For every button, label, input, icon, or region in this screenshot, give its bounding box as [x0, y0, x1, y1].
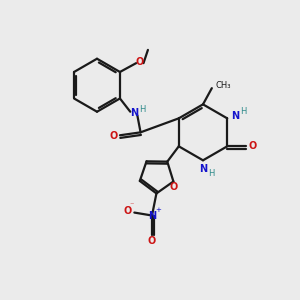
- Text: H: H: [208, 169, 214, 178]
- Text: N: N: [199, 164, 207, 173]
- Text: N: N: [148, 211, 156, 220]
- Text: ⁻: ⁻: [130, 201, 134, 210]
- Text: H: H: [140, 105, 146, 114]
- Text: +: +: [155, 207, 161, 213]
- Text: CH₃: CH₃: [215, 81, 231, 90]
- Text: O: O: [124, 206, 132, 216]
- Text: H: H: [240, 107, 247, 116]
- Text: O: O: [169, 182, 178, 192]
- Text: N: N: [231, 111, 239, 121]
- Text: N: N: [130, 108, 138, 118]
- Text: O: O: [109, 131, 118, 141]
- Text: O: O: [148, 236, 156, 246]
- Text: O: O: [249, 141, 257, 151]
- Text: O: O: [136, 57, 144, 67]
